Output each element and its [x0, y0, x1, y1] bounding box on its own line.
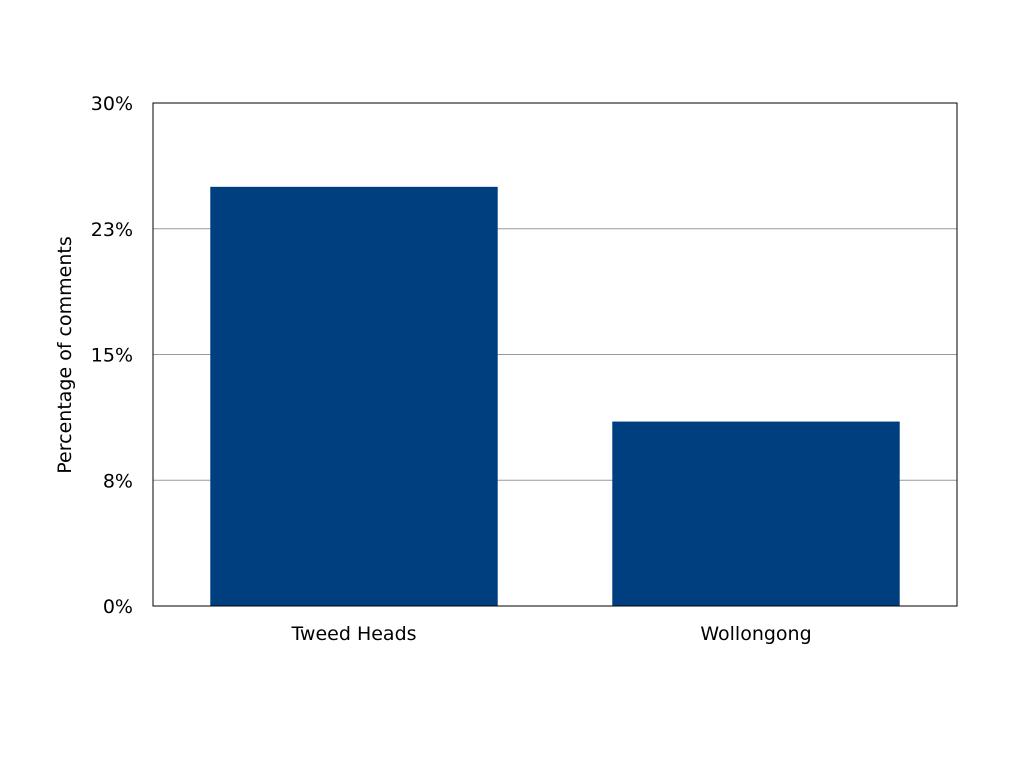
y-tick-label: 8%	[103, 470, 133, 492]
y-tick-label: 23%	[91, 219, 133, 241]
x-tick-label: Tweed Heads	[290, 623, 416, 645]
y-tick-label: 15%	[91, 345, 133, 367]
y-axis-title: Percentage of comments	[54, 236, 76, 473]
bars	[210, 186, 900, 607]
plot-frame	[152, 102, 958, 607]
bar-wollongong	[612, 421, 900, 606]
x-tick-labels: Tweed Heads Wollongong	[290, 623, 811, 645]
bar-tweed-heads	[210, 186, 498, 607]
x-tick-label: Wollongong	[700, 623, 811, 645]
y-tick-label: 30%	[91, 93, 133, 115]
y-tick-labels: 0% 8% 15% 23% 30%	[91, 93, 133, 618]
y-tick-label: 0%	[103, 596, 133, 618]
